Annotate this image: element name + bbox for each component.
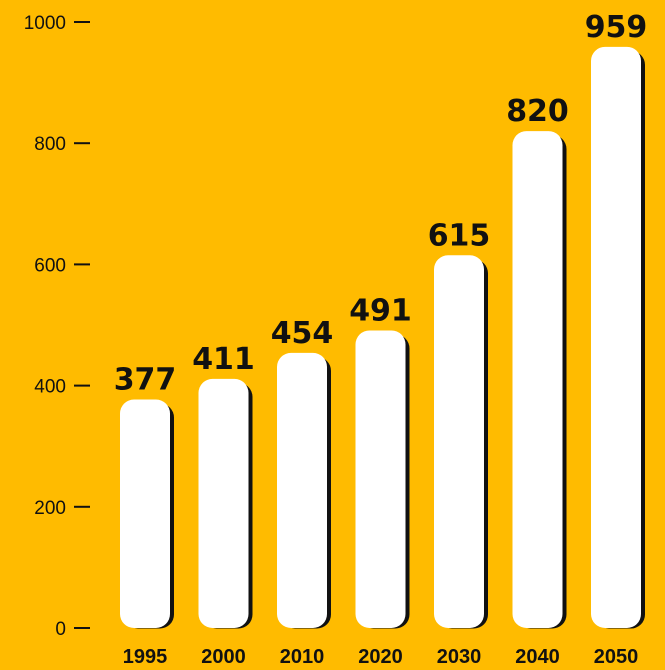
bar-body	[120, 399, 170, 628]
y-tick-label: 800	[34, 134, 66, 155]
bar	[355, 330, 410, 629]
bar-value-label: 411	[192, 342, 255, 377]
x-category-label: 2030	[437, 646, 482, 668]
bar	[277, 352, 331, 629]
bar-value-label: 615	[428, 218, 491, 253]
bar-body	[277, 352, 327, 628]
y-tick-label: 600	[34, 255, 66, 276]
bar-body	[355, 330, 406, 628]
bar	[434, 255, 488, 629]
bar-body	[591, 46, 641, 628]
bar-body	[198, 378, 249, 628]
bars	[120, 46, 645, 629]
bar-value-label: 377	[114, 363, 177, 398]
x-category-label: 2020	[358, 646, 403, 668]
bar-body	[434, 255, 484, 628]
y-axis: 0 200 400 600 800 1000	[24, 13, 90, 640]
x-category-label: 2010	[280, 646, 325, 668]
x-axis: 1995 2000 2010 2020 2030 2040 2050	[123, 646, 639, 668]
bar	[120, 399, 174, 629]
value-labels: 377 411 454 491 615 820 959	[114, 10, 648, 398]
bar-body	[512, 131, 563, 628]
y-tick-label: 400	[34, 377, 66, 398]
y-tick-label: 200	[34, 498, 66, 519]
bar	[198, 378, 253, 629]
x-category-label: 2040	[515, 646, 560, 668]
y-tick-label: 1000	[24, 13, 66, 34]
bar-value-label: 959	[585, 10, 648, 45]
x-category-label: 2050	[594, 646, 639, 668]
bar-value-label: 820	[506, 94, 569, 129]
bar-value-label: 454	[271, 316, 334, 351]
y-tick-label: 0	[55, 619, 66, 640]
bar-value-label: 491	[349, 293, 412, 328]
x-category-label: 1995	[123, 646, 168, 668]
bar	[512, 131, 567, 629]
bar	[591, 46, 645, 629]
x-category-label: 2000	[201, 646, 246, 668]
